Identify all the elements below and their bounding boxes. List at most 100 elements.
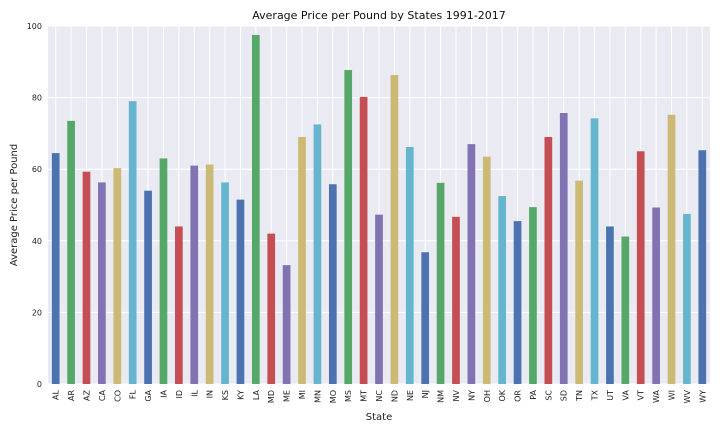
x-tick-label: MT [360, 390, 369, 402]
x-tick-label: MO [329, 390, 338, 403]
x-tick-label: PA [529, 389, 538, 399]
bar-il [190, 165, 199, 384]
x-tick-label: AR [67, 390, 76, 401]
x-tick-label: OR [514, 390, 523, 402]
bar-fl [128, 101, 137, 385]
bar-ok [498, 196, 507, 384]
bar-co [113, 168, 122, 384]
chart-title: Average Price per Pound by States 1991-2… [252, 9, 505, 22]
bar-ar [67, 120, 75, 385]
bar-az [82, 171, 91, 384]
y-tick-label: 0 [37, 380, 42, 389]
bar-nm [436, 182, 445, 384]
x-tick-label: VA [621, 389, 630, 400]
bar-mo [328, 184, 337, 384]
x-tick-label: MS [344, 390, 353, 402]
y-tick-label: 100 [27, 22, 42, 31]
bar-wv [683, 213, 691, 384]
x-tick-label: CA [98, 389, 107, 401]
x-tick-label: NC [375, 390, 384, 402]
y-tick-label: 20 [32, 308, 42, 317]
x-tick-label: FL [129, 389, 138, 399]
bar-nd [390, 75, 399, 385]
x-tick-label: ID [175, 390, 184, 399]
bar-vt [636, 151, 645, 384]
bar-tx [590, 118, 599, 384]
x-tick-label: LA [252, 389, 261, 400]
bar-me [282, 265, 291, 384]
bar-al [51, 153, 60, 384]
y-tick-labels: 0 20 40 60 80 100 [27, 22, 42, 389]
x-tick-label: KS [221, 390, 230, 400]
bar-oh [482, 156, 491, 384]
x-tick-label: NE [406, 390, 415, 401]
bar-mt [359, 96, 368, 384]
x-tick-label: AZ [82, 389, 91, 400]
x-tick-label: SC [544, 390, 553, 401]
bar-in [205, 164, 214, 384]
bar-la [251, 34, 260, 384]
x-axis-title: State [366, 412, 392, 423]
bar-pa [529, 207, 537, 384]
x-tick-label: NM [437, 390, 446, 403]
x-tick-label: WI [668, 390, 677, 400]
x-tick-label: OH [483, 390, 492, 402]
x-tick-label: ME [283, 390, 292, 402]
bar-id [175, 226, 183, 384]
x-tick-label: WA [652, 389, 661, 402]
y-axis-title: Average Price per Pound [9, 144, 20, 266]
bar-nj [421, 252, 430, 384]
bar-ks [221, 182, 229, 384]
x-tick-label: AL [52, 389, 61, 399]
x-tick-label: UT [606, 390, 615, 401]
x-tick-label: NY [467, 390, 476, 401]
bar-sd [559, 112, 568, 384]
x-tick-labels: AL AR AZ CA CO FL GA IA ID IL IN KS KY LA MD ME MI MN MO MS… [52, 389, 708, 403]
x-tick-label: TX [591, 389, 600, 401]
x-tick-label: VT [637, 390, 646, 400]
x-tick-label: MN [313, 390, 322, 403]
bar-tn [575, 180, 583, 384]
x-tick-label: MI [298, 390, 307, 399]
bar-ia [159, 158, 168, 384]
x-tick-label: MD [267, 390, 276, 403]
bar-wy [698, 150, 707, 384]
x-tick-label: ND [390, 390, 399, 402]
bar-nc [375, 214, 383, 384]
bar-or [513, 221, 522, 384]
x-tick-label: CO [113, 390, 122, 402]
x-tick-label: IN [206, 390, 215, 398]
x-tick-label: WY [698, 390, 707, 403]
x-tick-label: OK [498, 389, 507, 401]
bar-sc [544, 136, 553, 384]
bar-ne [405, 147, 414, 384]
bars [51, 34, 707, 385]
x-tick-label: WV [683, 389, 692, 403]
bar-mi [298, 136, 306, 384]
bar-nv [452, 216, 460, 384]
x-tick-label: KY [236, 390, 245, 400]
bar-ky [236, 199, 245, 384]
bar-ny [467, 144, 476, 384]
x-tick-label: IL [190, 389, 199, 396]
bar-md [267, 233, 276, 384]
bar-ms [344, 70, 353, 384]
x-tick-label: NV [452, 389, 461, 401]
x-tick-label: TN [575, 390, 584, 402]
x-tick-label: NJ [421, 390, 430, 398]
bar-wi [667, 114, 676, 384]
x-tick-label: SD [560, 390, 569, 401]
x-tick-label: GA [144, 389, 153, 401]
bar-wa [652, 207, 660, 384]
y-tick-label: 80 [32, 94, 42, 103]
bar-ca [98, 182, 106, 384]
bar-mn [313, 124, 322, 384]
bar-ga [144, 190, 152, 384]
y-tick-label: 40 [32, 237, 42, 246]
bar-ut [606, 226, 614, 384]
bar-va [621, 236, 630, 384]
x-tick-label: IA [159, 389, 168, 397]
y-tick-label: 60 [32, 165, 42, 174]
